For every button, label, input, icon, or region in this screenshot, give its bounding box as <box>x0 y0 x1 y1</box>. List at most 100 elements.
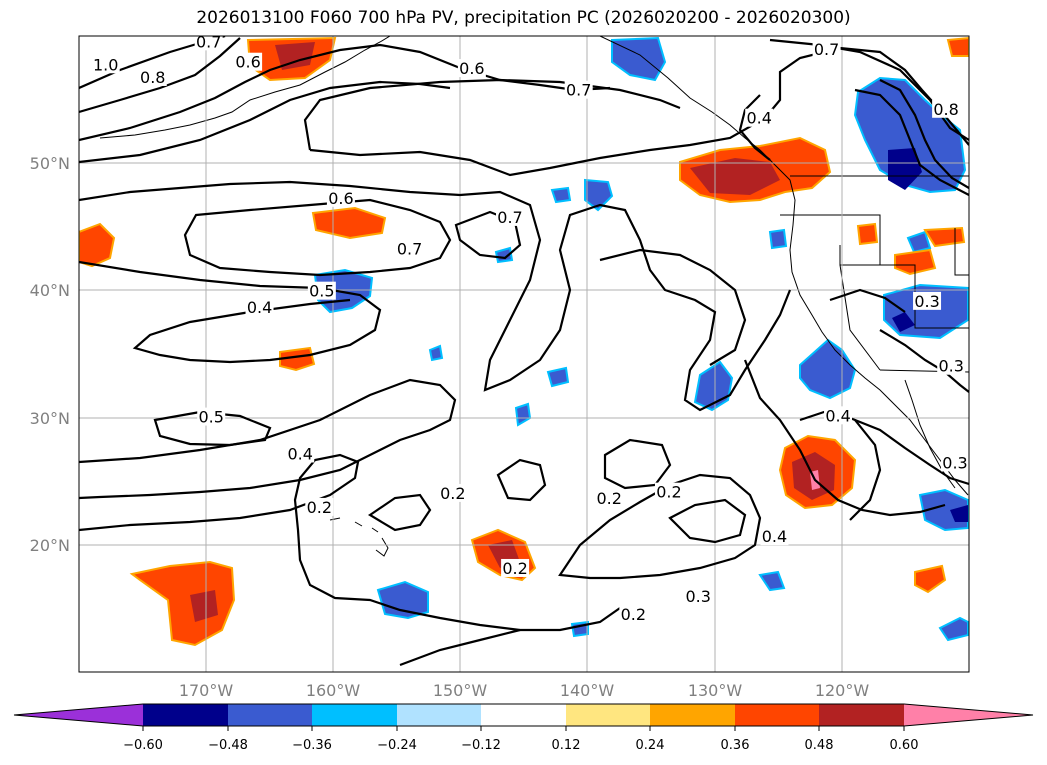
contour-label: 0.3 <box>685 587 710 606</box>
contour-line <box>738 94 771 161</box>
contour-label: 0.8 <box>933 100 958 119</box>
contour-label-bg <box>812 39 841 58</box>
lat-tick-label: 30°N <box>30 409 70 428</box>
contour-line <box>854 88 969 196</box>
contour-line <box>367 493 432 532</box>
contour-label-bg <box>496 207 525 226</box>
precip-area-darkblue <box>888 148 922 190</box>
contour-line <box>603 438 672 490</box>
contour-label: 0.2 <box>440 484 465 503</box>
contour-label: 0.6 <box>328 189 353 208</box>
contour-label-bg <box>501 558 530 577</box>
lon-tick-label: 150°W <box>433 681 488 700</box>
map-title: 2026013100 F060 700 hPa PV, precipitatio… <box>196 8 851 28</box>
contour-label-bg <box>326 188 355 207</box>
precip-area-blue <box>906 230 932 254</box>
contour-label: 0.2 <box>656 483 681 502</box>
contour-label: 0.2 <box>502 559 527 578</box>
precip-area-blue <box>546 366 570 388</box>
precip-area-blue <box>550 186 572 204</box>
contour-label: 0.5 <box>309 282 334 301</box>
contour-label-bg <box>595 489 624 508</box>
contour-line <box>668 498 747 544</box>
coastline-hawaii <box>329 517 389 557</box>
colorbar-segment <box>397 704 481 726</box>
contour-line <box>599 248 747 366</box>
colorbar-segment <box>312 704 397 726</box>
contour-label-bg <box>684 586 713 605</box>
contour-label: 0.4 <box>288 444 313 463</box>
precip-area-orange <box>279 346 316 372</box>
colorbar-segment <box>143 704 228 726</box>
contour-label: 0.5 <box>199 408 224 427</box>
lat-axis: 50°N 40°N 30°N 20°N <box>30 154 70 555</box>
colorbar-tick-label: −0.36 <box>292 738 332 753</box>
contour-line <box>879 79 969 189</box>
precip-area-blue <box>938 616 969 642</box>
colorbar-tick-label: 0.12 <box>552 738 581 753</box>
lon-tick-label: 160°W <box>306 681 361 700</box>
contour-line <box>829 288 906 313</box>
contour-label: 0.4 <box>746 109 771 128</box>
lon-tick-label: 140°W <box>560 681 615 700</box>
map-area: 1.0 0.8 0.6 0.7 0.6 0.7 0.4 0.7 0.8 0.6 0.7 0.7 0.5 0… <box>79 32 969 672</box>
contour-label-bg <box>932 99 961 118</box>
contour-line <box>454 210 522 260</box>
contour-labels: 1.0 0.8 0.6 0.7 0.6 0.7 0.4 0.7 0.8 0.6 0.7 0.7 0.5 0… <box>91 32 969 624</box>
precip-area-orange <box>129 560 236 647</box>
contour-label: 0.4 <box>247 298 272 317</box>
contour-label: 0.7 <box>196 32 221 51</box>
contour-label-bg <box>619 604 648 623</box>
contour-line <box>79 260 382 364</box>
colorbar-tick-label: 0.60 <box>890 738 919 753</box>
contour-label: 0.2 <box>596 489 621 508</box>
contour-line <box>854 418 969 486</box>
contour-label-bg <box>654 482 683 501</box>
coastline-north-america <box>599 36 969 496</box>
precip-area-blue <box>584 178 614 212</box>
lat-tick-label: 40°N <box>30 281 70 300</box>
contour-label: 0.6 <box>459 59 484 78</box>
colorbar-extend-left <box>14 704 143 726</box>
contour-line <box>79 180 792 412</box>
contour-label-bg <box>234 52 263 71</box>
lat-tick-label: 50°N <box>30 154 70 173</box>
contour-label: 0.8 <box>140 68 165 87</box>
colorbar-tick-label: −0.60 <box>123 738 163 753</box>
colorbar: −0.60 −0.48 −0.36 −0.24 −0.12 0.12 0.24 … <box>13 703 1034 753</box>
contour-line <box>743 359 946 517</box>
contour-label: 0.6 <box>235 53 260 72</box>
contour-label-bg <box>745 108 774 127</box>
contour-label-bg <box>760 527 789 546</box>
contour-label-bg <box>245 298 274 317</box>
contour-label: 0.3 <box>914 292 939 311</box>
lon-axis: 170°W 160°W 150°W 140°W 130°W 120°W <box>179 681 870 700</box>
colorbar-segment <box>481 704 566 726</box>
contour-line <box>79 37 241 114</box>
contour-label-bg <box>194 36 223 51</box>
contour-label-bg <box>564 80 593 99</box>
gridlines <box>79 36 969 672</box>
lon-tick-label: 130°W <box>688 681 743 700</box>
colorbar-segment <box>735 704 819 726</box>
precip-area-orange <box>79 222 116 268</box>
coastline-aleutians <box>99 36 391 139</box>
contour-label: 0.7 <box>397 240 422 259</box>
contour-label: 0.4 <box>762 527 787 546</box>
contour-label-bg <box>305 497 334 516</box>
contour-label: 1.0 <box>93 55 118 74</box>
contour-label-bg <box>937 356 966 375</box>
contour-label-bg <box>824 406 853 425</box>
contour-label: 0.3 <box>938 357 963 376</box>
precip-area-orange <box>946 36 969 57</box>
colorbar-tick-label: −0.48 <box>208 738 248 753</box>
colorbar-tick-label: 0.24 <box>636 738 665 753</box>
contour-label: 0.7 <box>497 208 522 227</box>
colorbar-tick-label: 0.36 <box>721 738 750 753</box>
contour-line <box>79 43 611 142</box>
contour-label-bg <box>457 59 486 78</box>
contour-line <box>303 78 681 151</box>
contour-label: 0.2 <box>621 605 646 624</box>
precip-area-orange <box>856 222 879 246</box>
